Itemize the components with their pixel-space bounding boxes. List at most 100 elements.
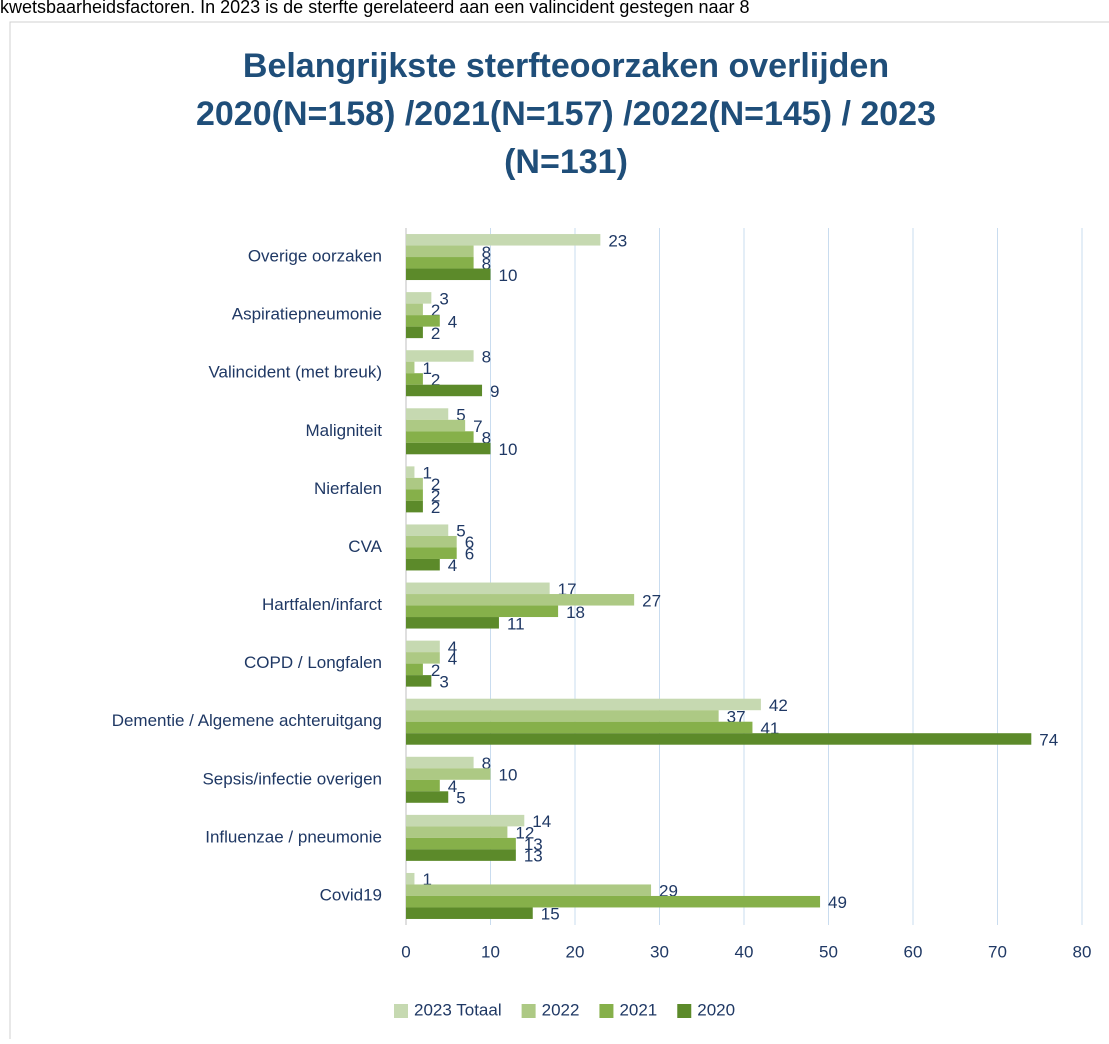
value-label: 42 <box>769 696 788 715</box>
x-tick-label: 70 <box>988 942 1007 961</box>
chart-border <box>9 21 1109 1044</box>
value-label: 49 <box>828 893 847 912</box>
value-label: 12 <box>515 824 534 843</box>
bar <box>406 268 491 281</box>
value-label: 8 <box>482 243 491 262</box>
legend-label: 2023 Totaal <box>414 1000 502 1019</box>
value-label: 2 <box>431 487 440 506</box>
legend-label: 2021 <box>619 1000 657 1019</box>
x-tick-label: 60 <box>904 942 923 961</box>
bar <box>406 652 440 664</box>
y-tick-label: Dementie / Algemene achteruitgang <box>112 711 382 730</box>
bar <box>406 675 432 687</box>
value-label: 6 <box>465 545 474 564</box>
bar <box>406 710 719 722</box>
legend-swatch <box>599 1004 614 1018</box>
y-tick-label: Valincident (met breuk) <box>208 363 382 382</box>
y-tick-label: COPD / Longfalen <box>244 653 382 672</box>
x-tick-label: 40 <box>735 942 754 961</box>
x-tick-label: 0 <box>401 942 410 961</box>
x-tick-label: 50 <box>819 942 838 961</box>
bar <box>406 535 457 548</box>
bar <box>406 257 474 269</box>
bar <box>406 524 449 536</box>
x-tick-label: 10 <box>481 942 500 961</box>
value-label: 5 <box>456 406 465 425</box>
y-tick-label: CVA <box>348 537 382 556</box>
bar <box>406 431 474 443</box>
value-label: 7 <box>473 417 482 436</box>
y-tick-label: Hartfalen/infarct <box>262 595 382 614</box>
legend-swatch <box>677 1004 692 1018</box>
value-label: 4 <box>448 312 457 331</box>
bar <box>406 442 491 455</box>
value-label: 9 <box>490 382 499 401</box>
bar <box>406 826 508 838</box>
value-label: 37 <box>727 707 746 726</box>
y-tick-label: Nierfalen <box>314 479 382 498</box>
value-label: 4 <box>448 777 457 796</box>
y-tick-label: Sepsis/infectie overigen <box>202 769 382 788</box>
bar <box>406 779 440 792</box>
value-label: 13 <box>524 847 543 866</box>
x-tick-label: 30 <box>650 942 669 961</box>
value-label: 10 <box>499 266 518 285</box>
legend-label: 2020 <box>697 1000 735 1019</box>
legend-swatch <box>521 1004 536 1018</box>
value-label: 2 <box>431 370 440 389</box>
bar <box>406 837 516 850</box>
value-label: 27 <box>642 591 661 610</box>
bar <box>406 582 550 595</box>
bar <box>406 500 423 513</box>
bar <box>406 292 432 304</box>
value-label: 23 <box>608 231 627 250</box>
bar <box>406 350 474 362</box>
bar <box>406 489 423 501</box>
y-tick-label: Aspiratiepneumonie <box>232 305 382 324</box>
bar <box>406 872 415 885</box>
value-label: 1 <box>422 359 431 378</box>
bar <box>406 234 601 246</box>
value-label: 5 <box>456 522 465 541</box>
y-tick-label: Covid19 <box>320 885 382 904</box>
bar <box>406 768 491 780</box>
value-label: 5 <box>456 789 465 808</box>
value-label: 2 <box>431 475 440 494</box>
value-label: 17 <box>558 580 577 599</box>
value-label: 18 <box>566 603 585 622</box>
value-label: 6 <box>465 533 474 552</box>
bar <box>406 315 440 327</box>
bar <box>406 373 423 385</box>
value-label: 8 <box>482 754 491 773</box>
bar <box>406 477 423 490</box>
y-tick-label: Overige oorzaken <box>248 247 382 266</box>
bar <box>406 326 423 339</box>
bar <box>406 640 440 653</box>
bar <box>406 419 466 432</box>
value-label: 29 <box>659 882 678 901</box>
bar <box>406 384 483 397</box>
bar <box>406 547 457 559</box>
bar <box>406 361 415 374</box>
bar <box>406 849 516 861</box>
legend-swatch <box>394 1004 408 1018</box>
bar <box>406 756 474 769</box>
value-label: 4 <box>448 556 457 575</box>
value-label: 3 <box>439 672 448 691</box>
chart-title: 2020(N=158) /2021(N=157) /2022(N=145) / … <box>196 95 936 133</box>
value-label: 10 <box>499 440 518 459</box>
bar <box>406 791 449 803</box>
x-tick-label: 20 <box>566 942 585 961</box>
bar <box>406 884 652 896</box>
bar <box>406 466 415 478</box>
legend-label: 2022 <box>542 1000 580 1019</box>
value-label: 2 <box>431 324 440 343</box>
x-tick-label: 80 <box>1073 942 1092 961</box>
value-label: 8 <box>482 429 491 448</box>
bar <box>406 303 423 316</box>
bar <box>406 907 533 919</box>
value-label: 2 <box>431 661 440 680</box>
value-label: 3 <box>439 289 448 308</box>
value-label: 8 <box>482 347 491 366</box>
